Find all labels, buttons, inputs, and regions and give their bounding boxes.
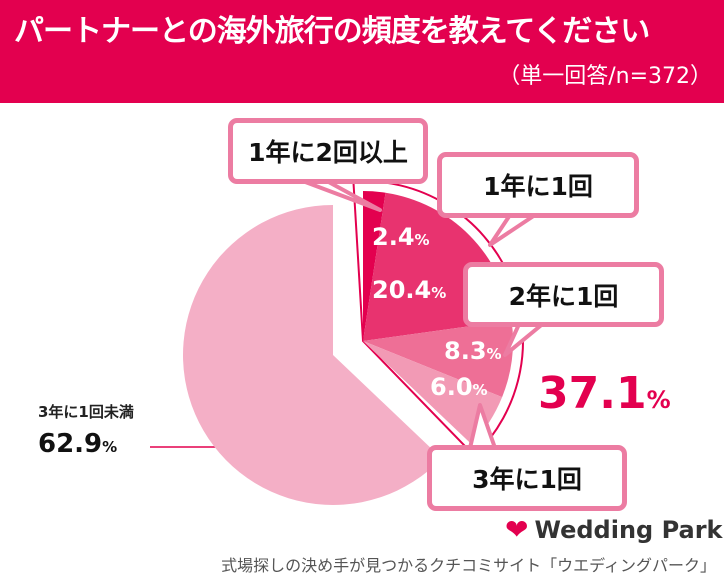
pct-label-1: 20.4% [372,276,447,304]
callout-1: 1年に2回以上 [228,118,428,184]
callout-3: 2年に1回 [463,262,664,327]
pct-label-3: 6.0% [430,373,488,401]
wedding-park-logo: ❤ Wedding Park [505,514,723,546]
pct-label-2: 8.3% [444,337,502,365]
footer-text: 式場探しの決め手が見つかるクチコミサイト「ウエディングパーク」 [221,556,716,575]
subtitle: （単一回答/n=372） [498,64,712,89]
callout-2: 1年に1回 [437,152,639,218]
pct-label-0: 2.4% [372,223,430,251]
category-label-4: 3年に1回未満 [38,403,134,421]
pct-label-4: 62.9% [38,429,118,459]
header-band: パートナーとの海外旅行の頻度を教えてください （単一回答/n=372） [0,0,724,103]
group-total-label: 37.1% [538,368,671,419]
pie-slice-2 [363,320,513,398]
callout-pointer-2 [488,213,537,247]
page-title: パートナーとの海外旅行の頻度を教えてください [14,14,650,49]
pie-slice-4 [183,205,442,506]
heart-icon: ❤ [505,513,529,546]
callout-4: 3年に1回 [427,445,627,511]
pie-slice-3 [363,341,503,445]
pie-slice-0 [363,191,386,341]
logo-text: Wedding Park [534,516,723,544]
